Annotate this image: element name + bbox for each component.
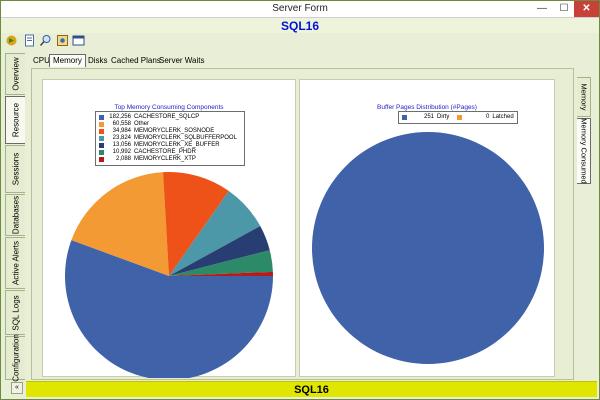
legend-label: MEMORYCLERK_SOSNODE xyxy=(134,128,215,134)
pie-slice xyxy=(312,132,544,364)
tab-cpu[interactable]: CPU xyxy=(33,56,50,65)
tab-label: Active Alerts xyxy=(11,240,20,286)
legend-label: MEMORYCLERK_XTP xyxy=(134,156,196,162)
legend-value: 23,824 xyxy=(112,135,131,141)
legend-label: MEMORYCLERK_XE_BUFFER xyxy=(134,142,220,148)
legend-entry: 182,256 CACHESTORE_SQLCP xyxy=(99,114,241,121)
tab-server-waits[interactable]: Server Waits xyxy=(159,56,205,65)
buffer-pie-chart xyxy=(312,132,544,364)
left-tab-strip: Overview Resource Sessions Databases Act… xyxy=(5,51,25,382)
tab-label: Memory Consumed xyxy=(579,118,588,184)
settings-icon[interactable] xyxy=(56,34,69,47)
legend-swatch xyxy=(99,136,104,141)
tab-label: Configuration xyxy=(11,334,20,382)
legend-entry: 23,824 MEMORYCLERK_SQLBUFFERPOOL xyxy=(99,135,241,142)
tab-label: Memory xyxy=(579,83,588,111)
legend-label: Latched xyxy=(492,114,514,120)
tab-cached-plans[interactable]: Cached Plans xyxy=(111,56,161,65)
memory-consumers-chart-panel: Top Memory Consuming Components 182,256 C… xyxy=(42,79,296,378)
window-icon[interactable] xyxy=(72,34,85,47)
tab-sessions[interactable]: Sessions xyxy=(5,145,25,193)
close-button[interactable]: ✕ xyxy=(574,1,599,17)
legend-swatch xyxy=(99,129,104,134)
tab-label: SQL Logs xyxy=(11,294,20,331)
legend-label: CACHESTORE_SQLCP xyxy=(134,114,200,120)
document-icon[interactable] xyxy=(23,34,36,47)
pie-slice xyxy=(169,190,261,276)
pie-slice xyxy=(71,172,169,276)
tab-sql-logs[interactable]: SQL Logs xyxy=(5,290,25,335)
tab-overview[interactable]: Overview xyxy=(5,53,25,95)
chart-legend: 251 Dirty 0 Latched xyxy=(398,111,518,124)
pie-slice xyxy=(169,226,270,276)
tab-label: Databases xyxy=(11,195,20,235)
tab-active-alerts[interactable]: Active Alerts xyxy=(5,237,25,289)
legend-swatch xyxy=(99,143,104,148)
pie-slice xyxy=(169,250,273,276)
tab-memory-right[interactable]: Memory xyxy=(577,77,591,117)
chart-title: Buffer Pages Distribution (#Pages) xyxy=(377,104,477,111)
status-footer: SQL16 xyxy=(26,381,597,397)
legend-label: Other xyxy=(134,121,150,127)
legend-swatch xyxy=(99,157,104,162)
minimize-button[interactable]: — xyxy=(537,3,547,14)
tab-resource[interactable]: Resource xyxy=(5,96,25,144)
legend-entry: 34,984 MEMORYCLERK_SOSNODE xyxy=(99,128,241,135)
footer-server-name: SQL16 xyxy=(294,384,329,396)
legend-entry: 60,558 Other xyxy=(99,121,241,128)
legend-value: 10,992 xyxy=(112,149,131,155)
tab-label: Overview xyxy=(11,57,20,91)
legend-swatch xyxy=(402,115,407,120)
title-bar: Server Form — ☐ ✕ xyxy=(1,1,599,18)
tab-databases[interactable]: Databases xyxy=(5,194,25,236)
legend-label: CACHESTORE_PHDR xyxy=(134,149,196,155)
tab-memory-consumed[interactable]: Memory Consumed xyxy=(577,118,591,184)
legend-entry: 10,992 CACHESTORE_PHDR xyxy=(99,149,241,156)
resource-tab-strip: CPU Memory Disks Cached Plans Server Wai… xyxy=(26,53,596,67)
buffer-pages-chart-panel: Buffer Pages Distribution (#Pages) 251 Di… xyxy=(299,79,555,377)
legend-value: 34,984 xyxy=(112,128,131,134)
search-icon[interactable] xyxy=(39,34,52,47)
legend-value: 60,558 xyxy=(112,121,131,127)
collapse-button[interactable]: « xyxy=(11,382,23,394)
legend-swatch xyxy=(99,150,104,155)
tab-label: Resource xyxy=(11,102,20,138)
legend-value: 182,256 xyxy=(109,114,131,120)
tab-disks[interactable]: Disks xyxy=(88,56,108,65)
chart-legend: 182,256 CACHESTORE_SQLCP 60,558 Other 34,984… xyxy=(95,111,245,166)
server-name: SQL16 xyxy=(280,19,319,33)
window-title: Server Form xyxy=(272,3,328,14)
legend-entry: 2,088 MEMORYCLERK_XTP xyxy=(99,156,241,163)
legend-swatch xyxy=(99,122,104,127)
legend-value: 251 xyxy=(423,114,434,120)
legend-entry: 251 Dirty xyxy=(402,114,449,121)
pie-slice xyxy=(65,240,273,378)
header-band: SQL16 xyxy=(1,18,599,33)
memory-content-area: Top Memory Consuming Components 182,256 C… xyxy=(31,68,574,380)
legend-value: 13,056 xyxy=(112,142,131,148)
pie-slice xyxy=(169,271,273,276)
legend-entry: 13,056 MEMORYCLERK_XE_BUFFER xyxy=(99,142,241,149)
legend-entry: 0 Latched xyxy=(457,114,514,121)
pie-slice xyxy=(163,172,229,276)
legend-swatch xyxy=(99,115,104,120)
tab-label: Sessions xyxy=(11,152,20,186)
legend-label: Dirty xyxy=(437,114,450,120)
memory-pie-chart xyxy=(65,172,273,378)
tab-configuration[interactable]: Configuration xyxy=(5,334,25,382)
maximize-button[interactable]: ☐ xyxy=(559,3,569,14)
chart-title: Top Memory Consuming Components xyxy=(114,104,224,111)
legend-value: 0 xyxy=(486,114,490,120)
legend-value: 2,088 xyxy=(115,156,131,162)
legend-label: MEMORYCLERK_SQLBUFFERPOOL xyxy=(134,135,237,141)
run-icon[interactable] xyxy=(5,34,18,47)
legend-swatch xyxy=(457,115,463,120)
tab-memory[interactable]: Memory xyxy=(49,54,86,67)
